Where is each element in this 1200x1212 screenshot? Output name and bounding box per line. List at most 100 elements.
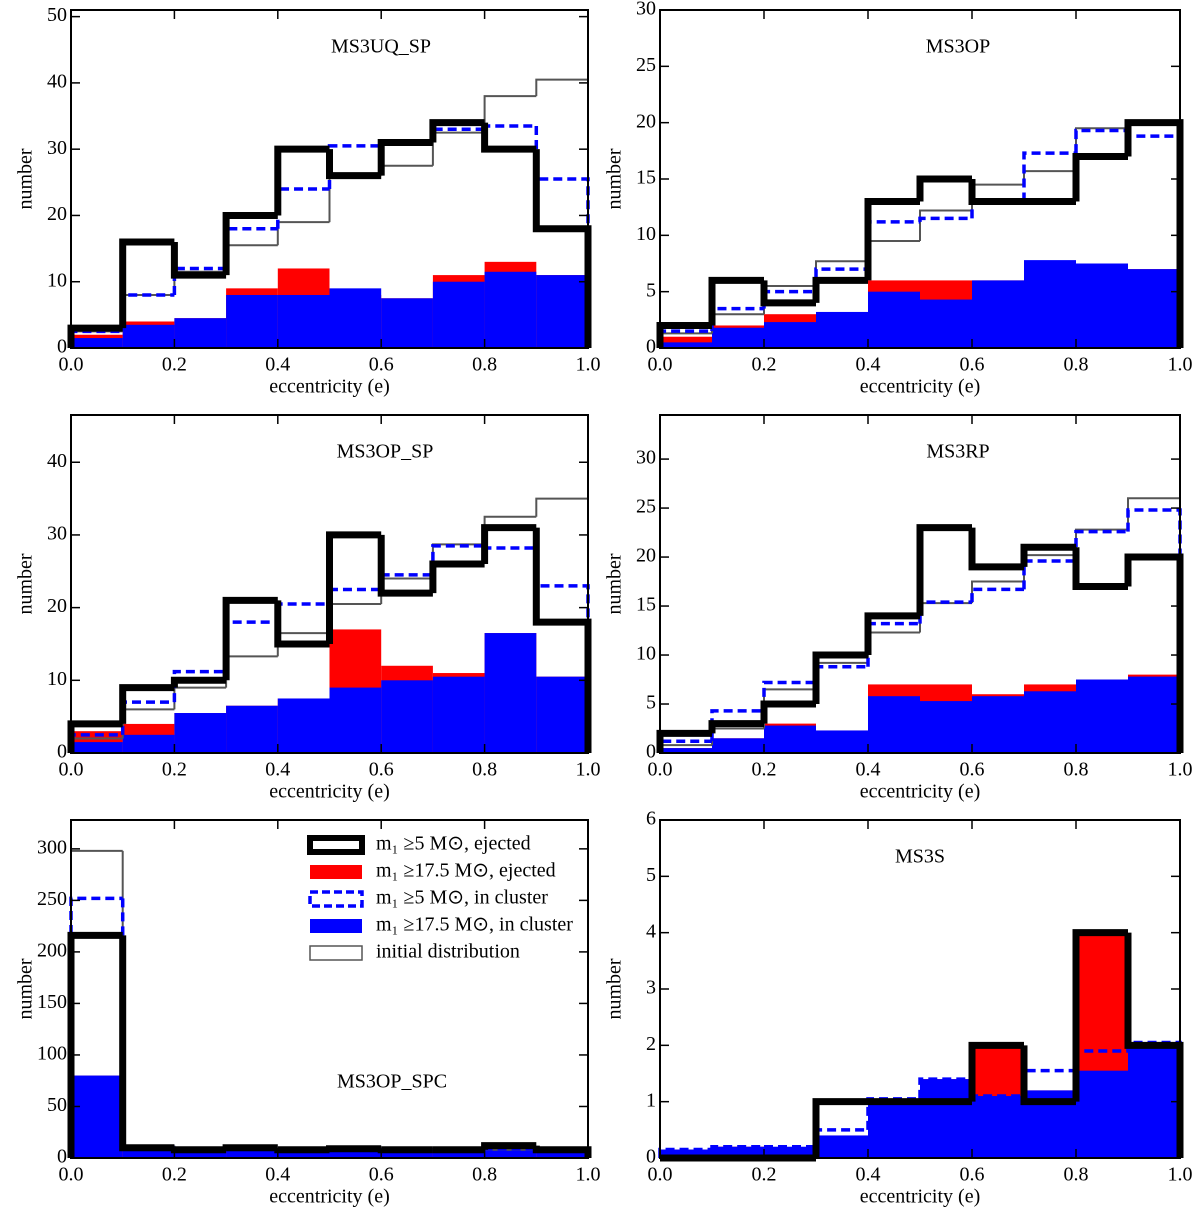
bar — [816, 1135, 868, 1158]
histogram-step — [326, 531, 382, 644]
histogram-step — [971, 580, 1024, 604]
y-tick-label: 40 — [47, 70, 67, 92]
y-tick-label: 15 — [636, 594, 656, 616]
histogram-step — [328, 174, 382, 223]
x-axis-label: eccentricity (e) — [269, 781, 389, 803]
bar — [484, 1149, 537, 1158]
bar — [1024, 260, 1076, 348]
bar — [174, 1149, 227, 1158]
x-axis-label: eccentricity (e) — [269, 1186, 389, 1208]
y-tick-label: 6 — [646, 808, 656, 830]
histogram-step — [1020, 1045, 1076, 1106]
histogram-step — [708, 720, 764, 734]
histogram-step — [119, 684, 175, 724]
histogram-step — [812, 1098, 868, 1158]
x-tick-label: 0.2 — [752, 1164, 777, 1186]
axes-frame — [70, 414, 589, 754]
x-tick-label: 0.0 — [59, 354, 84, 376]
y-tick-label: 15 — [636, 167, 656, 189]
histogram-step — [708, 276, 764, 326]
bar — [226, 1149, 278, 1158]
histogram-step — [864, 612, 920, 656]
histogram-step — [170, 241, 227, 279]
y-axis-label: number — [15, 958, 37, 1019]
bar — [122, 734, 175, 753]
x-tick-label: 0.6 — [369, 1164, 394, 1186]
histogram-step — [431, 544, 485, 575]
bar — [660, 748, 712, 753]
legend-swatch — [310, 919, 362, 933]
x-tick-label: 0.2 — [752, 759, 777, 781]
bar — [226, 294, 278, 348]
bar — [536, 1149, 588, 1158]
legend-swatch — [307, 835, 365, 855]
x-axis-label: eccentricity (e) — [269, 376, 389, 398]
x-tick-label: 0.4 — [265, 759, 290, 781]
bar — [122, 1147, 175, 1158]
x-axis-label: eccentricity (e) — [860, 1186, 980, 1208]
x-tick-label: 0.4 — [265, 1164, 290, 1186]
bar — [1128, 269, 1180, 348]
histogram-step — [119, 935, 175, 1152]
legend-label: m₁ ≥5 M⊙, in cluster — [376, 887, 548, 909]
bar — [764, 322, 816, 348]
x-tick-label: 0.2 — [162, 1164, 187, 1186]
bar — [381, 680, 433, 753]
histogram-step — [224, 226, 278, 269]
histogram-step — [326, 149, 382, 180]
bar — [174, 318, 227, 348]
legend-label: m₁ ≥17.5 M⊙, ejected — [376, 860, 556, 882]
y-tick-label: 20 — [47, 203, 67, 225]
y-tick-label: 20 — [636, 545, 656, 567]
x-tick-label: 0.6 — [369, 354, 394, 376]
x-tick-label: 0.8 — [472, 1164, 497, 1186]
histogram-step — [1075, 127, 1128, 172]
histogram-step — [968, 527, 1024, 571]
axes-frame — [659, 414, 1181, 754]
panel-title: MS3RP — [926, 441, 989, 463]
y-tick-label: 5 — [646, 692, 656, 714]
y-tick-label: 30 — [636, 447, 656, 469]
y-tick-label: 10 — [47, 668, 67, 690]
histogram-step — [274, 145, 330, 216]
y-tick-label: 0 — [646, 741, 656, 763]
histogram-step — [1072, 547, 1128, 590]
histogram-step — [919, 602, 972, 633]
histogram-step — [710, 1144, 764, 1150]
y-tick-label: 40 — [47, 450, 67, 472]
bar — [1076, 1070, 1128, 1158]
y-tick-label: 10 — [636, 643, 656, 665]
bar — [868, 291, 920, 348]
y-tick-label: 0 — [646, 336, 656, 358]
bar — [920, 299, 972, 348]
bar — [660, 1149, 712, 1158]
histogram-step — [968, 179, 1024, 206]
histogram-step — [120, 898, 175, 1149]
histogram-step — [326, 1145, 382, 1153]
x-tick-label: 0.8 — [472, 354, 497, 376]
y-tick-label: 30 — [47, 137, 67, 159]
bar — [277, 1150, 330, 1158]
histogram-step — [866, 621, 920, 667]
y-tick-label: 10 — [47, 269, 67, 291]
histogram-step — [377, 139, 433, 176]
histogram-step — [814, 665, 868, 683]
panel-title: MS3OP_SP — [337, 441, 434, 463]
histogram-step — [274, 1146, 330, 1154]
x-tick-label: 0.8 — [1064, 354, 1089, 376]
histogram-step — [327, 144, 382, 189]
x-tick-label: 1.0 — [1168, 1164, 1193, 1186]
x-tick-label: 0.4 — [856, 1164, 881, 1186]
axes-frame — [70, 9, 589, 349]
histogram-step — [380, 164, 433, 176]
x-tick-label: 0.2 — [162, 354, 187, 376]
histogram-step — [710, 709, 764, 742]
histogram-step — [225, 655, 278, 688]
histogram-step — [1020, 543, 1076, 567]
histogram-step — [866, 220, 920, 270]
histogram-step — [377, 534, 433, 597]
histogram-step — [172, 669, 227, 703]
bar — [71, 1075, 123, 1158]
histogram-step — [1072, 929, 1128, 1102]
x-axis-label: eccentricity (e) — [860, 376, 980, 398]
